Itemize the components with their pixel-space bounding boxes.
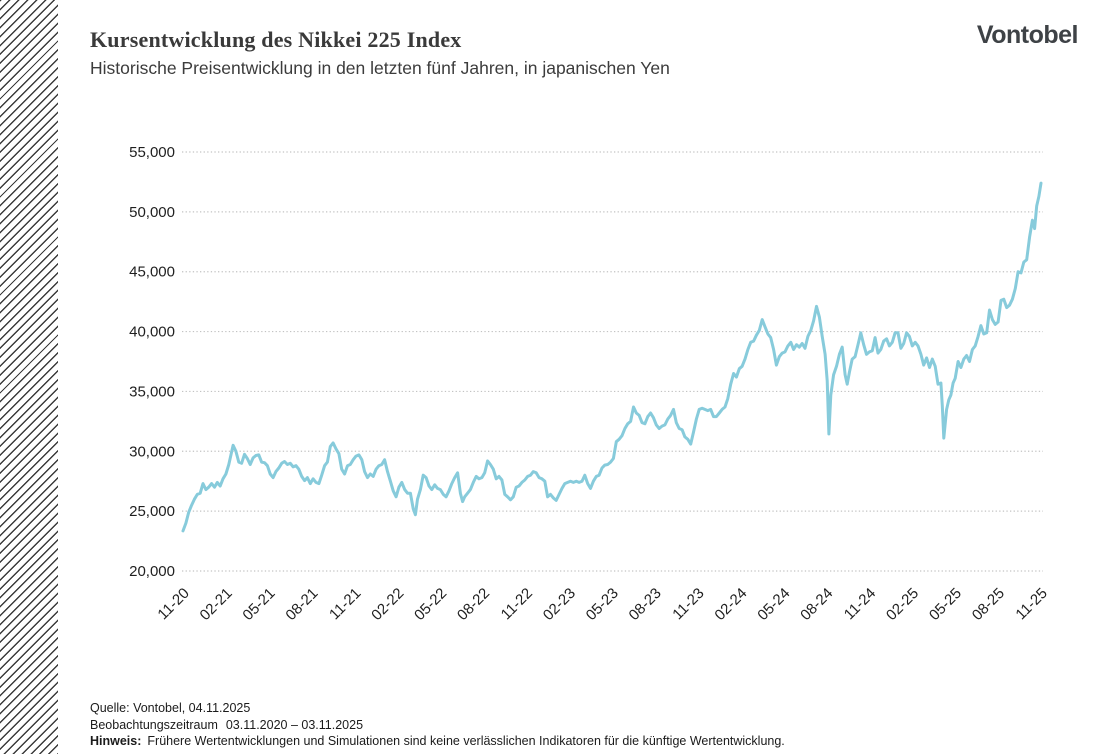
x-axis-tick-label: 11-25 [1012,585,1050,623]
x-axis-tick-label: 02-24 [711,585,750,624]
x-axis-tick-label: 11-24 [841,585,879,623]
footer-notes: Quelle: Vontobel, 04.11.2025 Beobachtung… [90,700,785,750]
x-axis-tick-label: 02-25 [883,585,922,624]
y-axis-tick-label: 50,000 [129,204,175,221]
page-title: Kursentwicklung des Nikkei 225 Index [90,27,462,52]
x-axis-tick-label: 08-24 [797,585,836,624]
y-axis-tick-label: 35,000 [129,383,175,400]
price-line [181,181,1043,533]
x-axis-tick-label: 08-25 [969,585,1008,624]
x-axis-tick-label: 05-25 [926,585,965,624]
x-axis-tick-label: 02-21 [197,585,236,624]
source-line: Quelle: Vontobel, 04.11.2025 [90,701,251,715]
x-axis-tick-label: 11-21 [326,585,364,623]
x-axis-tick-label: 05-21 [239,585,278,624]
disclaimer-line: Hinweis: Frühere Wertentwicklungen und Si… [90,733,785,750]
x-axis-tick-label: 02-22 [368,585,407,624]
x-axis-tick-label: 02-23 [540,585,579,624]
y-axis-tick-label: 40,000 [129,324,175,341]
y-axis-tick-label: 45,000 [129,264,175,281]
y-axis-tick-label: 55,000 [129,144,175,161]
diagonal-stripes-decoration [0,0,58,754]
x-axis-tick-label: 11-22 [498,585,536,623]
x-axis-tick-label: 05-24 [754,585,793,624]
observation-period-value: 03.11.2020 – 03.11.2025 [225,717,364,732]
x-axis-tick-label: 11-20 [154,585,192,623]
observation-period-label: Beobachtungszeitraum [90,717,218,732]
vontobel-logo: Vontobel [976,21,1079,49]
x-axis-tick-label: 08-21 [282,585,321,624]
y-axis-tick-label: 30,000 [129,443,175,460]
x-axis-tick-label: 11-23 [669,585,707,623]
y-axis-tick-label: 25,000 [129,503,175,520]
chart-header: Kursentwicklung des Nikkei 225 Index His… [90,27,670,79]
disclaimer-text: Frühere Wertentwicklungen und Simulation… [147,734,785,748]
disclaimer-label: Hinweis: [90,734,142,748]
y-axis-tick-label: 20,000 [129,563,175,580]
x-axis-tick-label: 05-23 [583,585,622,624]
observation-period-line: Beobachtungszeitraum 03.11.2020 – 03.11.2… [90,717,785,734]
x-axis-tick-label: 08-22 [454,585,493,624]
x-axis-tick-label: 05-22 [411,585,450,624]
x-axis-tick-label: 08-23 [626,585,665,624]
page-subtitle: Historische Preisentwicklung in den letz… [90,58,670,78]
